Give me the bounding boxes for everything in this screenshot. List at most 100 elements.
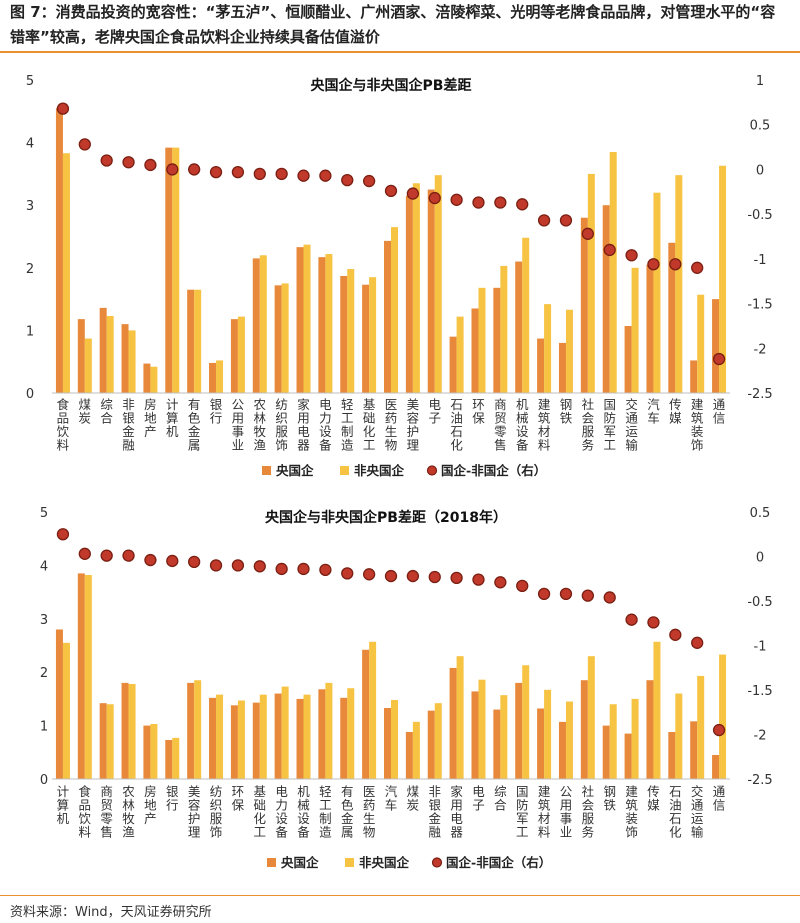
c2-bar-noncentral: [216, 694, 224, 779]
c1-bar-noncentral: [544, 304, 552, 393]
c2-category-label: 电子: [472, 784, 485, 813]
c2-category-label: 钢铁: [603, 784, 616, 813]
c2-bar-noncentral: [434, 703, 442, 779]
c1-bar-noncentral: [259, 255, 267, 393]
c1-bar-noncentral: [106, 316, 114, 393]
c1-category-label: 建筑材料: [538, 397, 551, 453]
c2-bar-noncentral: [653, 641, 661, 779]
c1-diff-point: [494, 196, 507, 209]
c1-right-tick: -2: [754, 342, 767, 357]
c1-bar-central: [449, 336, 457, 393]
c2-diff-point: [472, 573, 485, 586]
c1-bar-central: [165, 147, 173, 393]
c1-bar-noncentral: [412, 183, 420, 393]
c2-left-tick: 5: [40, 506, 48, 521]
c2-title: 央国企与非央国企PB差距（2018年）: [265, 509, 507, 526]
c2-diff-point: [231, 559, 245, 572]
c2-diff-point: [253, 560, 266, 573]
c2-bar-central: [165, 740, 173, 779]
c2-bar-central: [471, 691, 479, 779]
c1-bar-noncentral: [631, 267, 639, 393]
c2-bar-noncentral: [259, 694, 267, 779]
c1-bar-central: [55, 108, 63, 394]
c2-bar-noncentral: [697, 675, 705, 779]
c1-category-label: 纺织服饰: [275, 397, 288, 453]
c1-bar-central: [712, 299, 720, 393]
c1-category-label: 有色金属: [188, 397, 201, 453]
c1-bar-noncentral: [391, 227, 398, 393]
pb-gap-2018-chart-svg: 0 1 2 3 4 5 0.5 0 -0.5 -1 -1.5 -2 -2.5 央国企与非央国企PB差距（2…: [40, 506, 773, 870]
c2-category-label: 煤炭: [407, 784, 420, 813]
c1-bar-central: [580, 217, 588, 393]
c2-bar-central: [602, 725, 610, 779]
c2-bar-noncentral: [609, 704, 617, 779]
c1-diff-point: [428, 191, 441, 205]
c2-legend-swatch-noncentral: [345, 858, 354, 867]
c2-bar-noncentral: [587, 656, 595, 779]
c1-bar-central: [668, 242, 676, 393]
c1-category-label: 社会服务: [582, 397, 595, 453]
c1-diff-point: [581, 227, 594, 240]
c2-bar-noncentral: [62, 642, 70, 779]
c1-bar-central: [362, 284, 370, 393]
c2-category-label: 医药生物: [363, 784, 376, 840]
c2-right-tick: -2.5: [747, 773, 772, 788]
c2-right-tick: -1: [754, 640, 767, 655]
c2-diff-point: [341, 567, 354, 580]
c1-category-label: 交通运输: [625, 397, 638, 453]
c1-bar-noncentral: [609, 151, 617, 393]
c1-bar-central: [646, 264, 654, 393]
pb-gap-chart: 0 1 2 3 4 5 1 0.5 0 -0.5 -1 -1.5 -2 -2.5 央国企与非央国企PB差距食…: [0, 58, 800, 498]
c1-diff-point: [144, 158, 157, 172]
c1-diff-point: [625, 249, 638, 262]
c1-bar-noncentral: [62, 153, 70, 393]
c1-bar-noncentral: [281, 283, 289, 393]
c2-bar-noncentral: [194, 680, 202, 779]
c2-bar-central: [230, 705, 238, 779]
c2-diff-point: [559, 587, 573, 601]
c2-category-label: 综合: [494, 784, 507, 813]
pb-gap-chart-svg: 0 1 2 3 4 5 1 0.5 0 -0.5 -1 -1.5 -2 -2.5 央国企与非央国企PB差距食…: [26, 74, 773, 478]
c1-diff-point: [691, 261, 704, 274]
c2-diff-point: [56, 528, 70, 541]
c2-legend-swatch-diff: [431, 857, 443, 868]
c1-diff-point: [712, 352, 726, 366]
c2-category-label: 社会服务: [582, 784, 595, 840]
c2-bar-central: [493, 709, 501, 779]
c2-bar-central: [296, 698, 304, 779]
c2-category-label: 环保: [232, 784, 245, 813]
c2-category-label: 汽车: [385, 784, 398, 813]
c1-bar-central: [427, 189, 435, 393]
c1-bar-noncentral: [84, 338, 92, 393]
c1-category-label: 传媒: [669, 397, 682, 426]
c2-bar-central: [384, 707, 391, 779]
c1-bar-noncentral: [216, 360, 224, 393]
c2-legend-noncentral: 非央国企: [359, 855, 410, 870]
c1-legend-swatch-diff: [426, 465, 438, 476]
c1-diff-point: [537, 214, 551, 227]
c2-bar-central: [252, 702, 260, 779]
c2-bar-central: [99, 703, 107, 779]
c2-bar-central: [712, 754, 720, 779]
c1-right-tick: 0: [756, 163, 764, 178]
c1-bar-noncentral: [128, 330, 136, 393]
c1-bar-central: [274, 285, 282, 393]
c1-diff-point: [450, 193, 463, 206]
c2-diff-point: [537, 587, 551, 601]
c1-bar-noncentral: [194, 289, 202, 393]
c2-left-tick: 1: [40, 720, 48, 735]
c2-bar-noncentral: [478, 679, 486, 779]
c2-category-label: 建筑材料: [538, 784, 551, 840]
c1-bar-central: [143, 363, 151, 393]
c2-right-tick: -0.5: [747, 595, 772, 610]
c2-bar-central: [121, 682, 129, 779]
c1-bar-central: [187, 289, 195, 393]
c2-left-tick: 2: [40, 666, 48, 681]
c1-category-label: 钢铁: [560, 397, 573, 426]
c2-bar-noncentral: [544, 689, 552, 779]
c1-diff-point: [472, 196, 485, 209]
c2-diff-point: [647, 616, 660, 629]
c1-bar-noncentral: [719, 165, 727, 393]
c1-legend-diff: 国企-非国企（右）: [441, 463, 546, 478]
c1-diff-point: [188, 163, 201, 176]
